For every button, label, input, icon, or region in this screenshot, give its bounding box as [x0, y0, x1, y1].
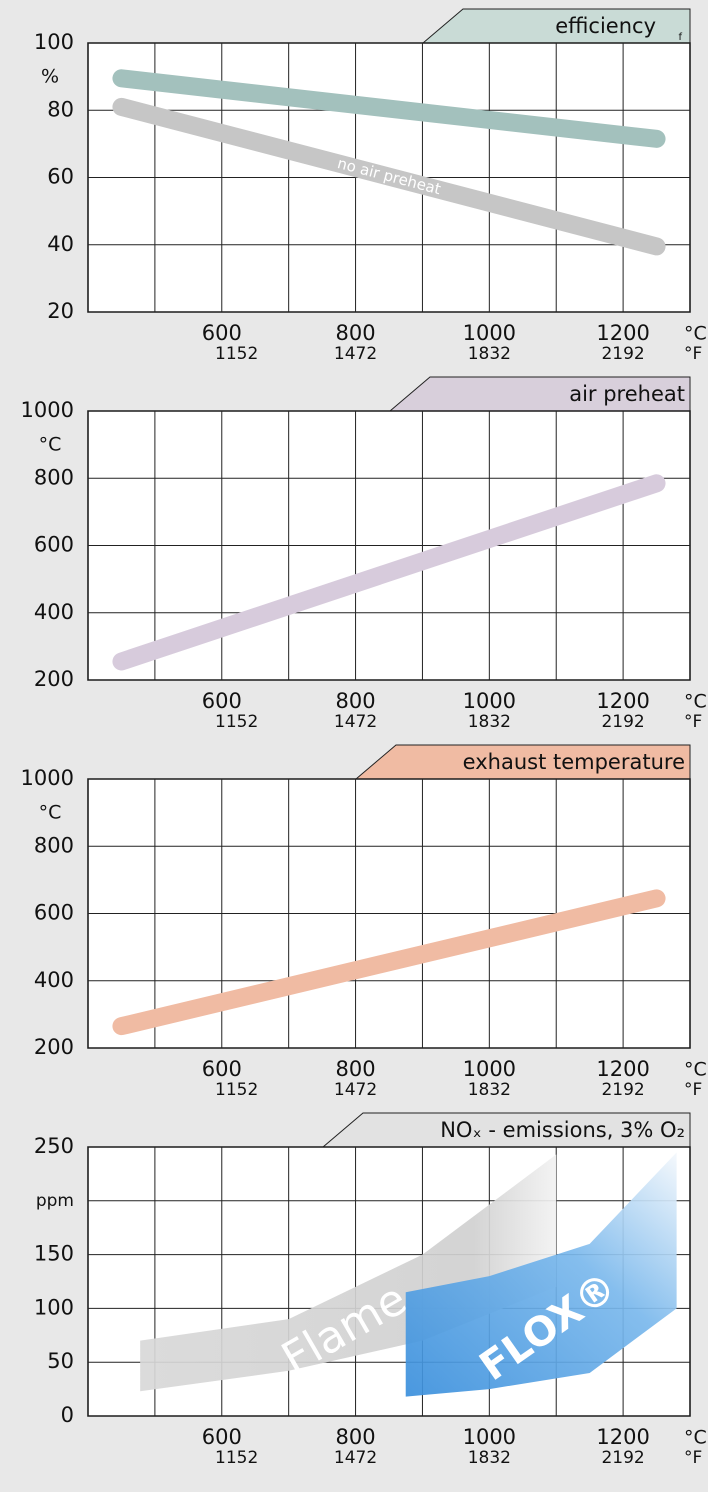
- title-tab-edge: [389, 376, 691, 412]
- x-tick-label: 1000: [463, 321, 516, 345]
- y-tick-label: 0: [61, 1403, 74, 1427]
- y-tick-label: 1000: [21, 766, 74, 790]
- y-tick-label: 100: [34, 1295, 74, 1319]
- data-line: [112, 474, 666, 671]
- data-line: [112, 69, 666, 148]
- x2-tick-label: 1472: [334, 1448, 377, 1468]
- title-tab: [390, 377, 690, 411]
- y-tick-label: 800: [34, 833, 74, 857]
- x2-tick-label: 1832: [468, 1448, 511, 1468]
- x-tick-label: 1200: [596, 1425, 649, 1449]
- x2-tick-label: 2192: [601, 1448, 644, 1468]
- y-tick-label: 1000: [21, 398, 74, 422]
- x-tick-label: 800: [336, 689, 376, 713]
- x-tick-label: 800: [336, 321, 376, 345]
- x2-axis-unit: °F: [684, 1448, 702, 1468]
- y-tick-label: 40: [47, 232, 74, 256]
- x2-axis-unit: °F: [684, 344, 702, 364]
- x2-tick-label: 2192: [601, 712, 644, 732]
- x-axis-unit: °C: [684, 691, 707, 713]
- y-tick-label: 400: [34, 968, 74, 992]
- x-tick-label: 600: [202, 1057, 242, 1081]
- x-tick-label: 600: [202, 321, 242, 345]
- x2-tick-label: 1152: [215, 1080, 258, 1100]
- x-tick-label: 1000: [463, 1425, 516, 1449]
- y-tick-label: 200: [34, 667, 74, 691]
- y-tick-label: 600: [34, 901, 74, 925]
- title-tab-edge: [355, 744, 691, 780]
- x-tick-label: 1200: [596, 1057, 649, 1081]
- x2-tick-label: 1472: [334, 712, 377, 732]
- x-tick-label: 800: [336, 1057, 376, 1081]
- data-line: [112, 889, 666, 1036]
- x-axis-unit: °C: [684, 1059, 707, 1081]
- x2-tick-label: 1472: [334, 1080, 377, 1100]
- x-tick-label: 1000: [463, 689, 516, 713]
- y-tick-label: 250: [34, 1134, 74, 1158]
- x2-tick-label: 2192: [601, 344, 644, 364]
- panel: air preheat 600 800 1000 1200 1152 1472 1832 219…: [21, 376, 707, 732]
- y-axis-unit: °C: [39, 802, 62, 824]
- x-axis-unit: °C: [684, 323, 707, 345]
- y-axis-unit: °C: [39, 434, 62, 456]
- x2-tick-label: 1832: [468, 344, 511, 364]
- y-tick-label: 150: [34, 1242, 74, 1266]
- chart-title: air preheat: [569, 382, 685, 406]
- x-tick-label: 1200: [596, 689, 649, 713]
- panel: efficiency f 600 800 1000 1200 1152 1472 1832 219…: [34, 8, 707, 364]
- y-tick-label: 600: [34, 533, 74, 557]
- x2-tick-label: 1832: [468, 712, 511, 732]
- x-tick-label: 600: [202, 689, 242, 713]
- x-axis-unit: °C: [684, 1427, 707, 1449]
- title-tab: [323, 1113, 690, 1147]
- x2-tick-label: 1152: [215, 712, 258, 732]
- title-tab: [356, 745, 690, 779]
- title-note: f: [678, 32, 682, 43]
- data-band: [140, 1154, 557, 1392]
- y-tick-label: 400: [34, 600, 74, 624]
- y-axis-unit: %: [41, 66, 59, 88]
- y-tick-label: ppm: [36, 1191, 74, 1211]
- x2-tick-label: 2192: [601, 1080, 644, 1100]
- y-tick-label: 60: [47, 165, 74, 189]
- x-tick-label: 600: [202, 1425, 242, 1449]
- x2-axis-unit: °F: [684, 712, 702, 732]
- data-band: [405, 1152, 677, 1397]
- x2-tick-label: 1832: [468, 1080, 511, 1100]
- x2-tick-label: 1152: [215, 1448, 258, 1468]
- y-tick-label: 20: [47, 299, 74, 323]
- y-tick-label: 200: [34, 1035, 74, 1059]
- y-tick-label: 50: [47, 1349, 74, 1373]
- chart-title: exhaust temperature: [463, 750, 685, 774]
- data-line: [112, 97, 666, 256]
- y-tick-label: 80: [47, 97, 74, 121]
- x2-axis-unit: °F: [684, 1080, 702, 1100]
- x2-tick-label: 1472: [334, 344, 377, 364]
- title-tab-edge: [322, 1112, 691, 1148]
- y-tick-label: 100: [34, 30, 74, 54]
- chart-title: efficiency: [555, 14, 656, 38]
- x-tick-label: 1000: [463, 1057, 516, 1081]
- y-tick-label: 800: [34, 465, 74, 489]
- x-tick-label: 1200: [596, 321, 649, 345]
- panel: exhaust temperature 600 800 1000 1200 1152 147…: [21, 744, 707, 1100]
- chart-title: NOₓ - emissions, 3% O₂: [440, 1118, 685, 1142]
- title-tab-edge: [422, 8, 691, 44]
- x2-tick-label: 1152: [215, 344, 258, 364]
- title-tab: [423, 9, 690, 43]
- x-tick-label: 800: [336, 1425, 376, 1449]
